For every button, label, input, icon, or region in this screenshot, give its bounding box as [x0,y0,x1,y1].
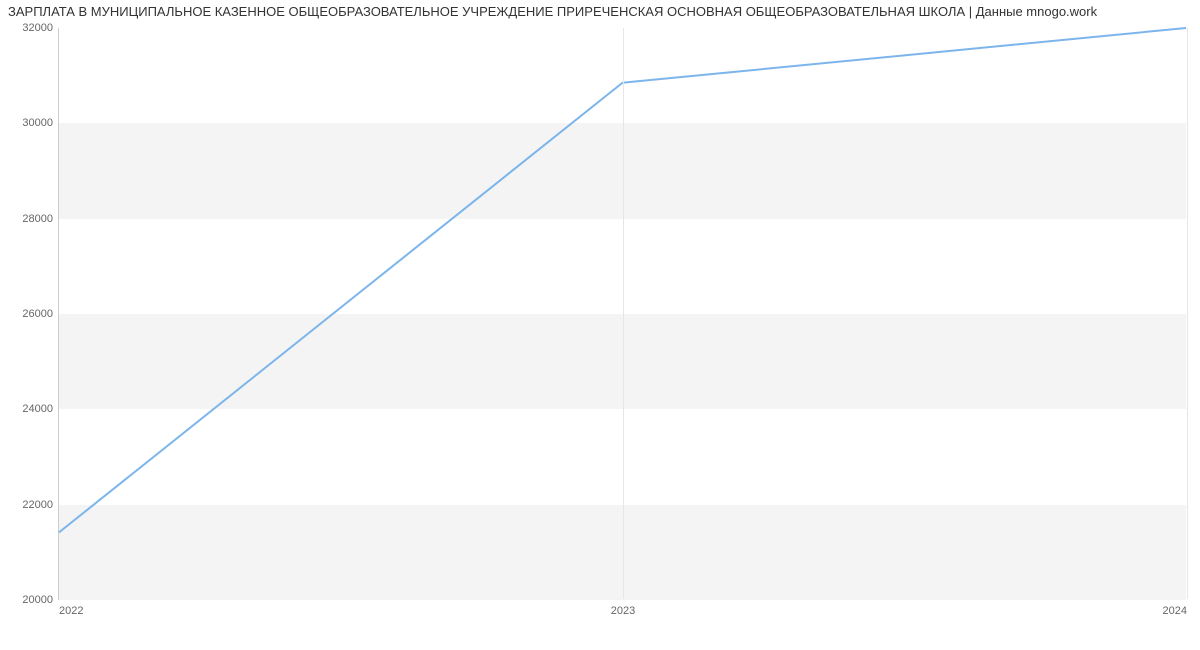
salary-chart: ЗАРПЛАТА В МУНИЦИПАЛЬНОЕ КАЗЕННОЕ ОБЩЕОБ… [0,0,1200,650]
y-axis-label: 32000 [22,22,59,34]
y-axis-label: 24000 [22,403,59,415]
x-gridline [623,28,624,599]
y-axis-label: 26000 [22,308,59,320]
plot-area: 2000022000240002600028000300003200020222… [58,28,1186,600]
x-axis-label: 2023 [611,599,635,617]
y-axis-label: 20000 [22,594,59,606]
y-axis-label: 28000 [22,213,59,225]
x-axis-label: 2022 [59,599,83,617]
chart-title: ЗАРПЛАТА В МУНИЦИПАЛЬНОЕ КАЗЕННОЕ ОБЩЕОБ… [8,4,1097,19]
x-gridline [1187,28,1188,599]
y-axis-label: 22000 [22,499,59,511]
x-axis-label: 2024 [1163,599,1187,617]
y-axis-label: 30000 [22,117,59,129]
